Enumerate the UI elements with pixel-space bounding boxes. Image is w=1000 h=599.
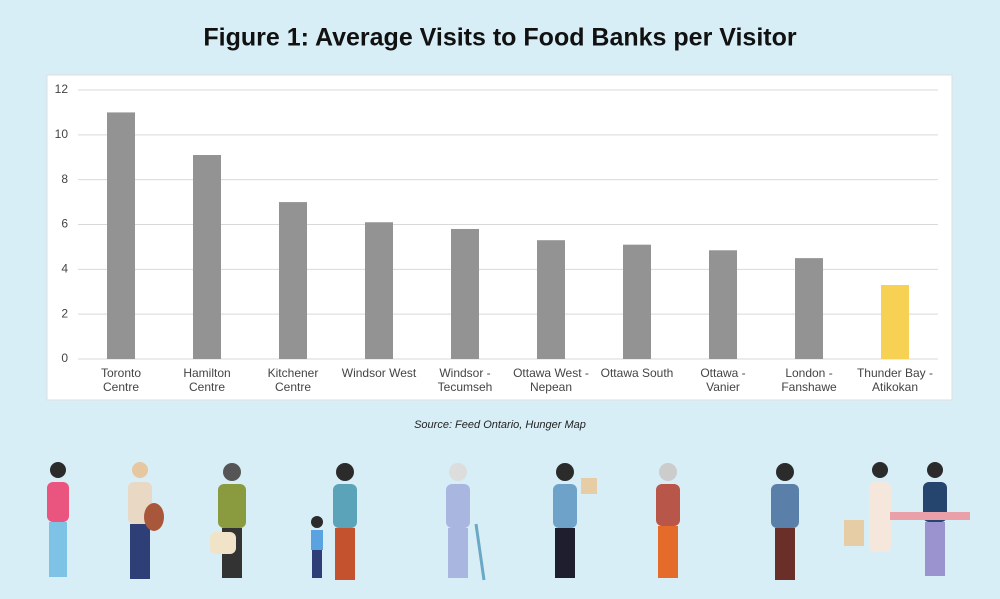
- x-tick-label: Ottawa South: [600, 366, 674, 380]
- y-tick-label: 10: [55, 127, 69, 141]
- bar: [365, 222, 393, 359]
- x-tick-label: Toronto Centre: [100, 366, 142, 394]
- x-tick-label: Windsor - Tecumseh: [437, 366, 493, 394]
- bar: [537, 240, 565, 359]
- bar: [881, 285, 909, 359]
- x-tick-label: Windsor West: [341, 366, 417, 380]
- y-tick-label: 4: [61, 262, 68, 276]
- x-tick-label: Kitchener Centre: [267, 366, 319, 394]
- y-tick-label: 0: [61, 351, 68, 365]
- bar: [709, 250, 737, 359]
- x-tick-label: Thunder Bay - Atikokan: [856, 366, 934, 394]
- bar: [451, 228, 479, 359]
- chart-title: Figure 1: Average Visits to Food Banks p…: [203, 24, 796, 52]
- bar: [279, 202, 307, 359]
- x-tick-label: London - Fanshawe: [781, 366, 837, 394]
- bar: [795, 258, 823, 359]
- bar: [107, 112, 135, 360]
- x-tick-label: Hamilton Centre: [183, 366, 231, 394]
- y-tick-label: 6: [61, 217, 68, 231]
- source-note: Source: Feed Ontario, Hunger Map: [414, 419, 586, 431]
- x-tick-label: Ottawa - Vanier: [700, 366, 746, 394]
- people-illustrations: [47, 462, 970, 581]
- bar: [193, 155, 221, 359]
- y-tick-label: 12: [55, 82, 69, 96]
- y-tick-label: 8: [61, 172, 68, 186]
- bar: [623, 244, 651, 359]
- y-tick-label: 2: [61, 306, 68, 320]
- x-tick-label: Ottawa West - Nepean: [513, 366, 589, 394]
